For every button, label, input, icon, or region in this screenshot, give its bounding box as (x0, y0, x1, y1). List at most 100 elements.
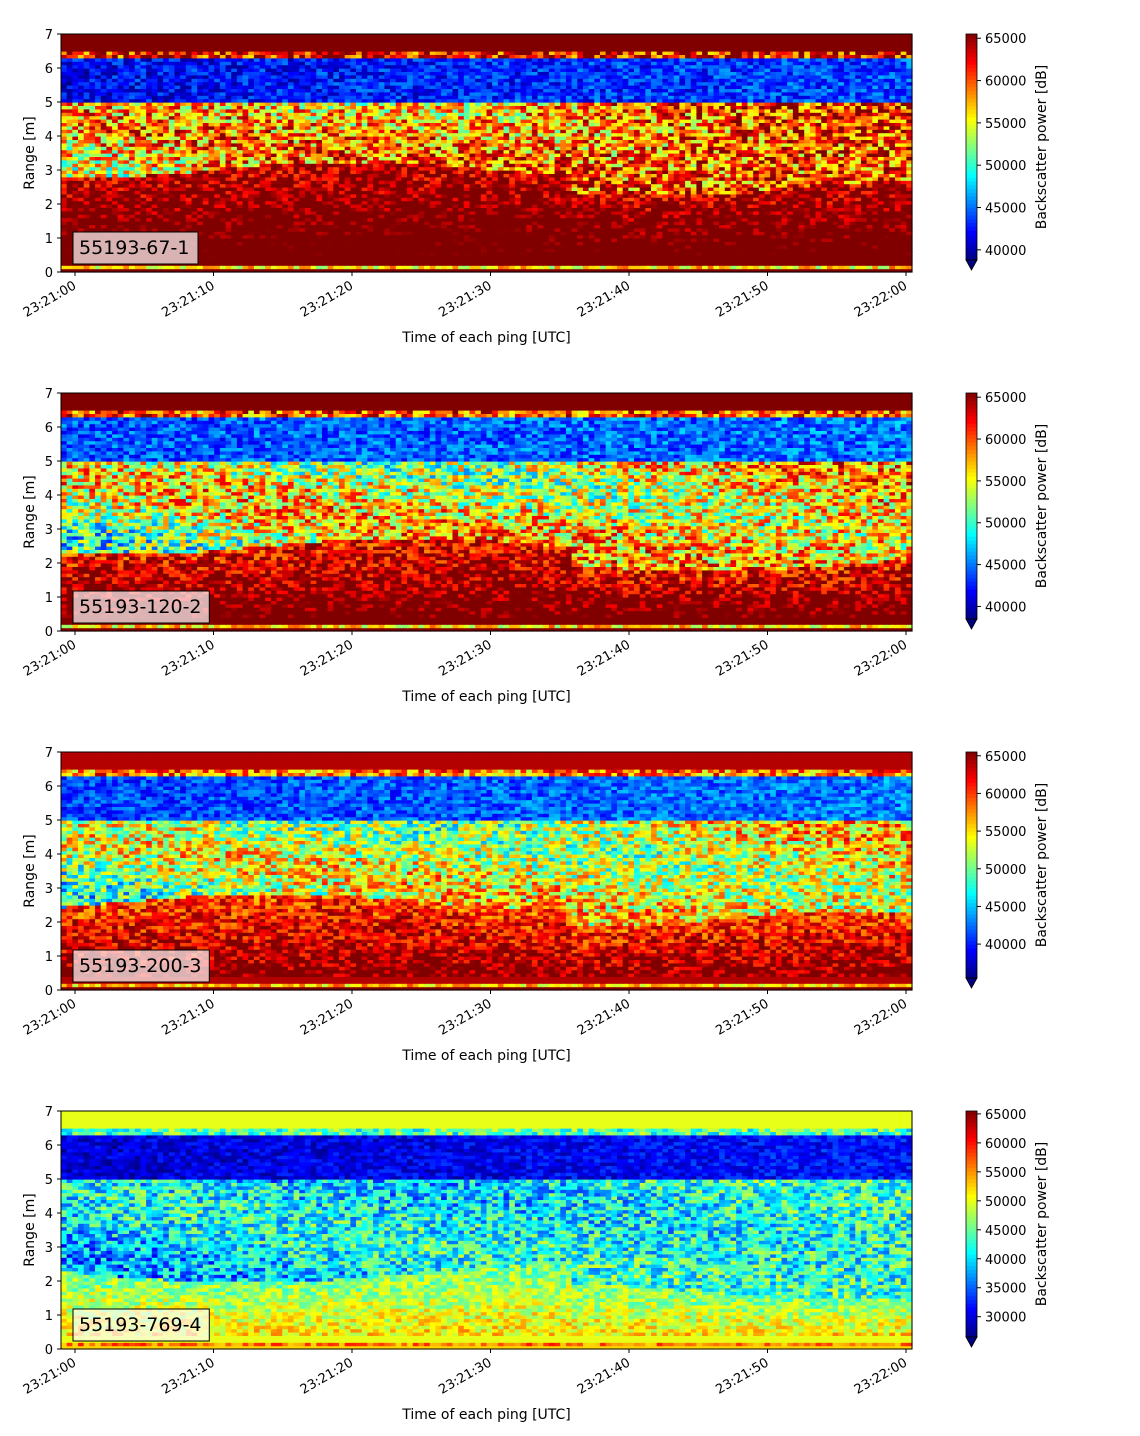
heatmap-cell (118, 228, 124, 232)
heatmap-cell (645, 235, 651, 239)
heatmap-cell (498, 211, 504, 215)
heatmap-cell (878, 218, 884, 222)
heatmap-cell (384, 211, 390, 215)
heatmap-cell (645, 228, 651, 232)
heatmap-cell (804, 245, 810, 249)
heatmap-cell (322, 235, 328, 239)
heatmap-cell (634, 201, 640, 205)
heatmap-cell (606, 265, 612, 269)
heatmap-cell (95, 228, 101, 232)
heatmap-cell (753, 252, 759, 256)
heatmap-cell (799, 228, 805, 232)
heatmap-cell (163, 228, 169, 232)
heatmap-cell (759, 245, 765, 249)
heatmap-cell (174, 228, 180, 232)
heatmap-cell (640, 211, 646, 215)
heatmap-cell (220, 218, 226, 222)
heatmap-cell (736, 218, 742, 222)
heatmap-cell (747, 252, 753, 256)
heatmap-cell (521, 201, 527, 205)
heatmap-cell (782, 235, 788, 239)
heatmap-cell (401, 245, 407, 249)
heatmap-cell (396, 252, 402, 256)
heatmap-cell (418, 235, 424, 239)
heatmap-cell (526, 211, 532, 215)
heatmap-cell (821, 218, 827, 222)
heatmap-cell (316, 235, 322, 239)
heatmap-cell (95, 211, 101, 215)
heatmap-cell (861, 201, 867, 205)
heatmap-cell (458, 218, 464, 222)
heatmap-cell (277, 201, 283, 205)
heatmap-cell (611, 245, 617, 249)
heatmap-cell (730, 235, 736, 239)
heatmap-cell (481, 265, 487, 269)
heatmap-cell (123, 211, 129, 215)
heatmap-cell (367, 265, 373, 269)
heatmap-cell (679, 211, 685, 215)
heatmap-cell (135, 218, 141, 222)
heatmap-cell (237, 211, 243, 215)
heatmap-cell (730, 218, 736, 222)
heatmap-cell (379, 218, 385, 222)
heatmap-cell (487, 228, 493, 232)
heatmap-cell (373, 228, 379, 232)
heatmap-cell (804, 218, 810, 222)
heatmap-cell (282, 201, 288, 205)
heatmap-cell (89, 228, 95, 232)
heatmap-cell (362, 211, 368, 215)
heatmap-cell (543, 228, 549, 232)
heatmap-cell (362, 265, 368, 269)
heatmap-cell (447, 228, 453, 232)
heatmap-cell (572, 245, 578, 249)
heatmap-cell (827, 218, 833, 222)
heatmap-cell (203, 218, 209, 222)
heatmap-cell (770, 245, 776, 249)
heatmap-cell (339, 245, 345, 249)
heatmap-cell (742, 218, 748, 222)
heatmap-cell (793, 265, 799, 269)
heatmap-cell (861, 265, 867, 269)
heatmap-cell (243, 235, 249, 239)
heatmap-cell (850, 265, 856, 269)
heatmap-cell (611, 235, 617, 239)
heatmap-cell (260, 211, 266, 215)
heatmap-cell (84, 201, 90, 205)
heatmap-cell (884, 201, 890, 205)
heatmap-cell (787, 228, 793, 232)
heatmap-cell (333, 265, 339, 269)
heatmap-cell (787, 211, 793, 215)
heatmap-cell (339, 228, 345, 232)
heatmap-cell (657, 235, 663, 239)
heatmap-cell (214, 235, 220, 239)
heatmap-cell (197, 218, 203, 222)
heatmap-cell (203, 228, 209, 232)
heatmap-cell (129, 228, 135, 232)
heatmap-cell (305, 211, 311, 215)
heatmap-cell (356, 218, 362, 222)
heatmap-cell (634, 228, 640, 232)
heatmap-cell (350, 235, 356, 239)
heatmap-cell (248, 218, 254, 222)
heatmap-cell (191, 211, 197, 215)
heatmap-cell (787, 218, 793, 222)
heatmap-cell (118, 218, 124, 222)
heatmap-cell (827, 201, 833, 205)
heatmap-cell (600, 228, 606, 232)
heatmap-cell (560, 235, 566, 239)
heatmap-cell (589, 228, 595, 232)
heatmap-cell (679, 265, 685, 269)
heatmap-cell (708, 218, 714, 222)
heatmap-cell (373, 252, 379, 256)
heatmap-cell (611, 218, 617, 222)
heatmap-cell (708, 265, 714, 269)
heatmap-cell (901, 218, 907, 222)
heatmap-cell (226, 211, 232, 215)
heatmap-cell (146, 265, 152, 269)
heatmap-cell (311, 201, 317, 205)
heatmap-cell (685, 218, 691, 222)
heatmap-cell (504, 265, 510, 269)
heatmap-cell (861, 218, 867, 222)
heatmap-cell (492, 252, 498, 256)
heatmap-cell (736, 245, 742, 249)
